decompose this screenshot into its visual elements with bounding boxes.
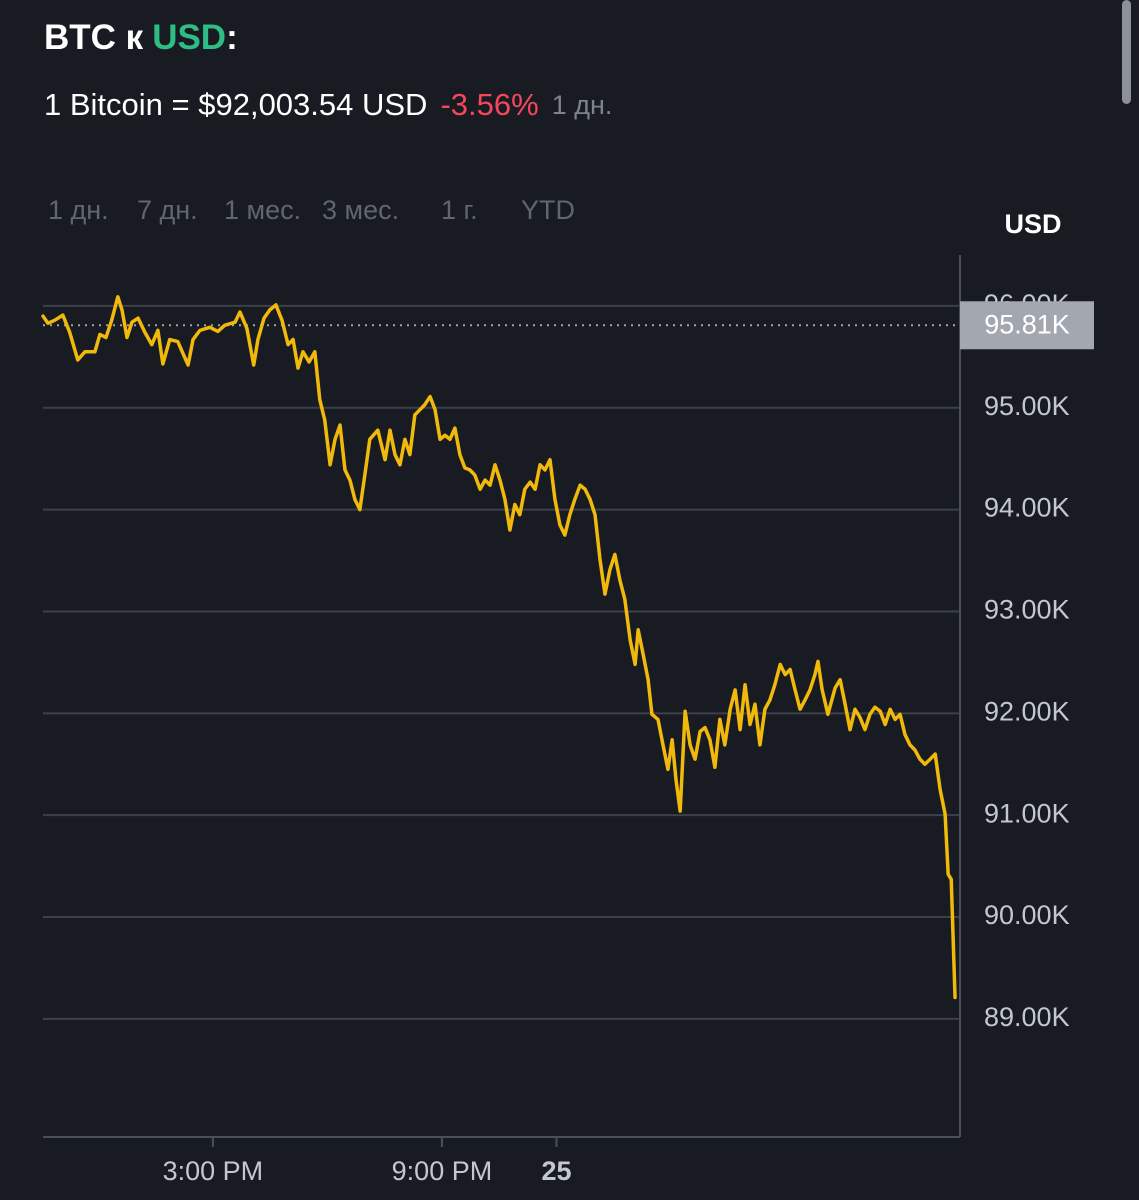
- y-axis-label: USD: [1004, 209, 1061, 239]
- range-button[interactable]: 7 дн.: [137, 195, 198, 225]
- x-tick-label: 25: [541, 1156, 571, 1186]
- range-button[interactable]: 1 дн.: [48, 195, 109, 225]
- y-tick-label: 93.00K: [984, 595, 1070, 625]
- change: -3.56%: [440, 87, 538, 122]
- rate: 1 Bitcoin = $92,003.54 USD: [44, 87, 427, 122]
- y-tick-label: 94.00K: [984, 493, 1070, 523]
- title-base: BTC к: [44, 18, 144, 57]
- period: 1 дн.: [552, 90, 613, 120]
- title-suffix: :: [226, 18, 238, 57]
- x-tick-label: 9:00 PM: [392, 1156, 493, 1186]
- range-button[interactable]: 3 мес.: [322, 195, 399, 225]
- range-button[interactable]: 1 мес.: [224, 195, 301, 225]
- rate-line: 1 Bitcoin = $92,003.54 USD -3.56% 1 дн.: [44, 87, 612, 122]
- title: BTC к USD:: [44, 18, 238, 57]
- price-line: [41, 295, 957, 1000]
- reference-badge: [960, 301, 1094, 350]
- y-tick-label: 89.00K: [984, 1002, 1070, 1032]
- x-tick-label: 3:00 PM: [163, 1156, 264, 1186]
- y-tick-label: 95.00K: [984, 391, 1070, 421]
- y-tick-label: 90.00K: [984, 900, 1070, 930]
- range-button[interactable]: 1 г.: [441, 195, 478, 225]
- range-button[interactable]: YTD: [521, 195, 575, 225]
- y-tick-label: 92.00K: [984, 696, 1070, 726]
- reference-label: 95.81K: [984, 309, 1070, 339]
- y-tick-label: 91.00K: [984, 798, 1070, 828]
- scrollbar: [1122, 0, 1131, 104]
- title-quote: USD: [152, 18, 226, 57]
